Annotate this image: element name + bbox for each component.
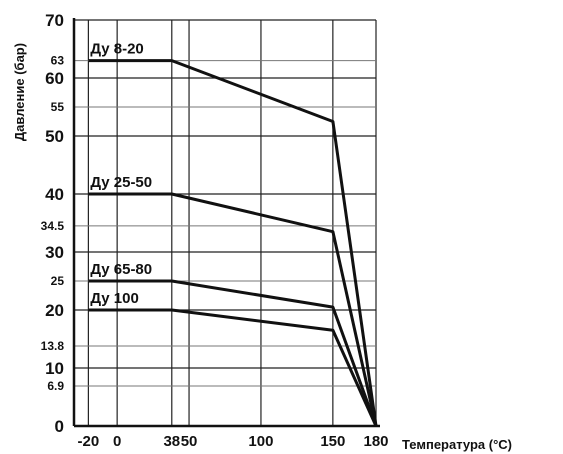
y-tick-label-minor-1: 13.8	[41, 339, 65, 353]
series-line-3	[88, 308, 378, 427]
y-tick-label-5: 50	[45, 127, 64, 146]
y-tick-label-2: 20	[45, 301, 64, 320]
x-axis-label: Температура (°C)	[402, 437, 512, 452]
axes	[72, 18, 380, 428]
y-tick-label-minor-5: 63	[51, 54, 65, 68]
x-tick-label-6: 180	[363, 433, 388, 450]
series-label-2: Ду 65-80	[90, 261, 152, 278]
series-labels: Ду 8-20 Ду 25-50 Ду 65-80 Ду 100	[90, 41, 152, 307]
series-label-1: Ду 25-50	[90, 174, 152, 191]
y-axis-label: Давление (бар)	[12, 43, 27, 141]
y-tick-label-0: 0	[55, 417, 64, 436]
y-tick-label-4: 40	[45, 185, 64, 204]
y-tick-label-3: 30	[45, 243, 64, 262]
y-tick-label-7: 70	[45, 11, 64, 30]
x-tick-label-1: 0	[113, 433, 121, 450]
x-tick-label-2: 38	[163, 433, 180, 450]
y-tick-label-6: 60	[45, 69, 64, 88]
y-tick-label-minor-3: 34.5	[41, 219, 65, 233]
x-tick-label-0: -20	[78, 433, 100, 450]
x-tick-label-4: 100	[248, 433, 273, 450]
x-tick-label-3: 50	[181, 433, 198, 450]
series-line-2	[88, 279, 378, 427]
series-lines	[88, 59, 378, 427]
y-tick-label-minor-2: 25	[51, 274, 65, 288]
series-line-0	[88, 59, 378, 427]
x-tick-label-5: 150	[320, 433, 345, 450]
y-tick-label-minor-4: 55	[51, 100, 65, 114]
series-label-3: Ду 100	[90, 290, 138, 307]
series-line-1	[88, 192, 378, 427]
y-tick-label-minor-0: 6.9	[47, 379, 64, 393]
y-tick-label-1: 10	[45, 359, 64, 378]
series-label-0: Ду 8-20	[90, 41, 143, 58]
